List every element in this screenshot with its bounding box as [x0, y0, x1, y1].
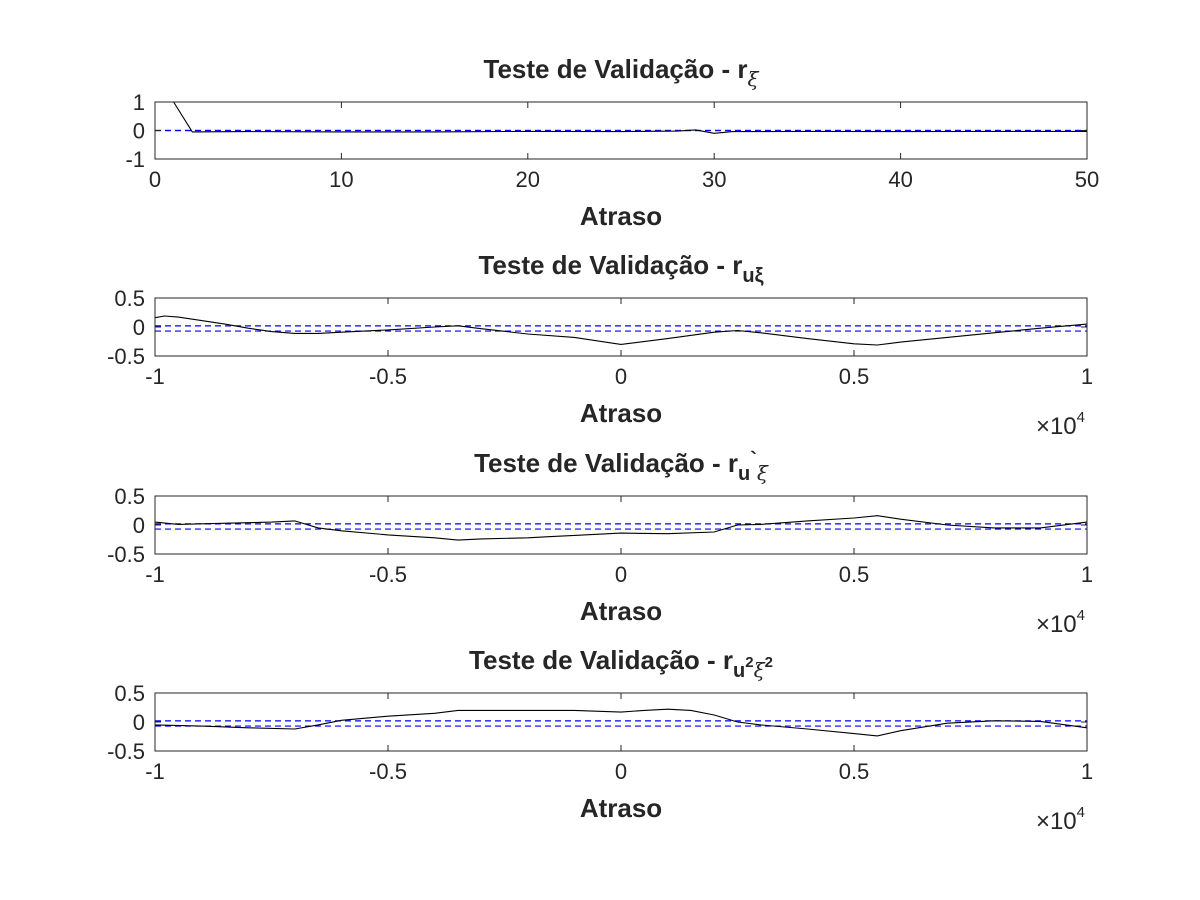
y-tick-label: 0	[133, 119, 145, 144]
x-axis-multiplier: ×104	[1036, 409, 1085, 440]
y-tick-label: -0.5	[107, 344, 145, 369]
y-tick-label: 0	[133, 513, 145, 538]
x-axis-multiplier: ×104	[1036, 607, 1085, 638]
x-tick-label: -0.5	[369, 364, 407, 389]
y-tick-label: 0.5	[114, 484, 145, 509]
x-tick-label: 40	[888, 167, 912, 192]
series-line-1	[155, 101, 1087, 134]
title-subscript: uξ	[742, 265, 763, 287]
x-axis-label: Atraso	[580, 398, 662, 428]
x-tick-label: 1	[1081, 364, 1093, 389]
x-axis-multiplier: ×104	[1036, 804, 1085, 835]
x-axis-label: Atraso	[580, 793, 662, 823]
chart-title: Teste de Validação - ruξ	[478, 250, 763, 287]
x-axis-label: Atraso	[580, 596, 662, 626]
y-tick-label: 0	[133, 710, 145, 735]
title-main: Teste de Validação - r	[474, 448, 738, 478]
chart-title: Teste de Validação - ru`ξ	[474, 448, 769, 485]
x-tick-label: 1	[1081, 562, 1093, 587]
title-subscript: u	[733, 660, 745, 682]
y-tick-label: -0.5	[107, 739, 145, 764]
x-tick-label: 0	[615, 364, 627, 389]
series-line-1	[154, 708, 1088, 737]
multiplier-base: ×10	[1036, 413, 1077, 440]
series-line-1	[154, 315, 1088, 346]
multiplier-exponent: 4	[1077, 804, 1085, 821]
x-tick-label: 20	[516, 167, 540, 192]
multiplier-base: ×10	[1036, 808, 1077, 835]
title-main: Teste de Validação - r	[484, 54, 748, 84]
title-subscript-2: ξ	[754, 658, 766, 682]
y-tick-label: 0.5	[114, 286, 145, 311]
x-tick-label: 0	[615, 562, 627, 587]
y-tick-label: 0	[133, 315, 145, 340]
x-tick-label: 0	[615, 759, 627, 784]
plot-area	[155, 298, 1087, 356]
title-superscript-1: 2	[745, 654, 753, 671]
x-tick-label: 50	[1075, 167, 1099, 192]
title-subscript-2: ξ	[757, 461, 769, 485]
x-tick-label: 0.5	[839, 759, 870, 784]
x-tick-label: 1	[1081, 759, 1093, 784]
x-tick-label: 0	[149, 167, 161, 192]
y-tick-label: 1	[133, 90, 145, 115]
title-superscript-2: 2	[765, 654, 773, 671]
y-tick-label: -1	[125, 147, 145, 172]
title-main: Teste de Validação - r	[469, 645, 733, 675]
x-tick-label: -0.5	[369, 562, 407, 587]
chart-title: Teste de Validação - rξ	[484, 54, 760, 91]
title-main: Teste de Validação - r	[478, 250, 742, 280]
x-tick-label: 0.5	[839, 562, 870, 587]
multiplier-exponent: 4	[1077, 409, 1085, 426]
multiplier-exponent: 4	[1077, 607, 1085, 624]
x-tick-label: 10	[329, 167, 353, 192]
multiplier-base: ×10	[1036, 611, 1077, 638]
x-tick-label: -1	[145, 364, 165, 389]
chart-title: Teste de Validação - ru2ξ2	[469, 645, 773, 682]
x-axis-label: Atraso	[580, 201, 662, 231]
x-tick-label: -0.5	[369, 759, 407, 784]
title-subscript: ξ	[747, 67, 759, 91]
x-tick-label: 30	[702, 167, 726, 192]
y-tick-label: -0.5	[107, 542, 145, 567]
x-tick-label: 0.5	[839, 364, 870, 389]
x-tick-label: -1	[145, 759, 165, 784]
y-tick-label: 0.5	[114, 681, 145, 706]
x-tick-label: -1	[145, 562, 165, 587]
title-subscript: u	[738, 463, 750, 485]
title-accent: `	[750, 449, 757, 471]
plot-area	[155, 693, 1087, 751]
series-line-1	[154, 515, 1088, 541]
